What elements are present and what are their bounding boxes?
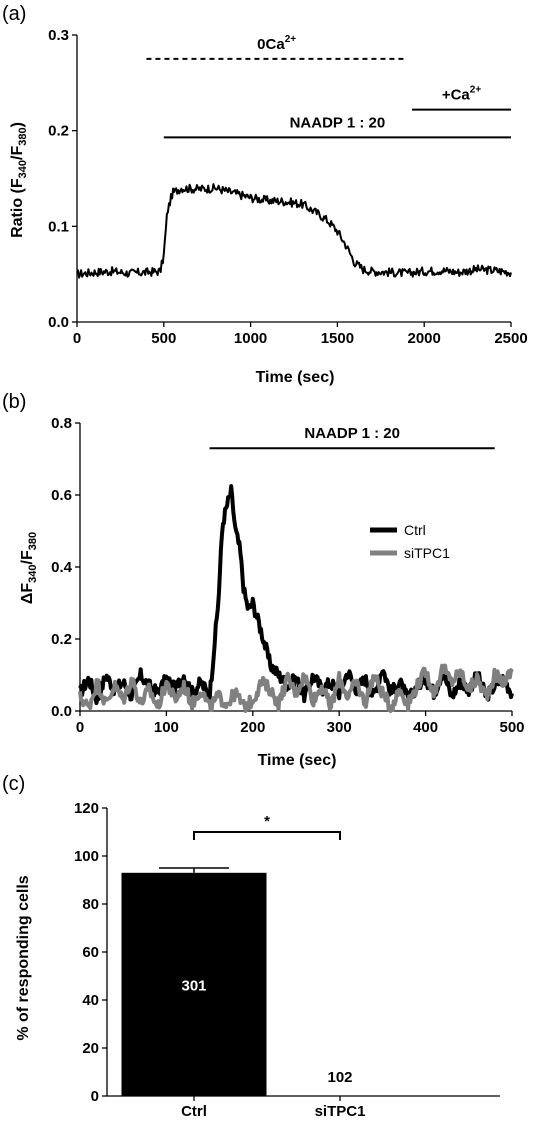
panel-a-y-tick-label: 0.0 <box>48 314 69 331</box>
bar-count-label-sitpc1: 102 <box>327 1069 352 1086</box>
panel-a-x-tick-label: 1500 <box>321 330 354 347</box>
panel-b-x-tick-label: 300 <box>327 719 352 736</box>
panel-a-x-tick-label: 0 <box>73 330 81 347</box>
panel-a-y-tick-label: 0.2 <box>48 123 69 140</box>
panel-b-y-tick-label: 0.0 <box>51 703 72 720</box>
panel-a-annotation-label: +Ca2+ <box>442 85 481 104</box>
panel-b-legend: Ctrl siTPC1 <box>370 522 450 561</box>
legend-label-ctrl: Ctrl <box>404 522 426 538</box>
panel-c-y-tick-label: 40 <box>82 992 99 1009</box>
panel-b-y-tick-label: 0.4 <box>51 559 73 576</box>
panel-c: (c) 0 20 40 60 80 100 120 Ctrl 301 siTPC1 102 * % o… <box>2 773 500 1120</box>
panel-c-x-tick-label: Ctrl <box>181 1103 207 1120</box>
panel-a-annotation-label: 0Ca2+ <box>257 34 296 53</box>
panel-b-x-tick-label: 100 <box>154 719 179 736</box>
panel-b-series-sitpc1 <box>78 663 514 713</box>
panel-c-y-tick-label: 120 <box>74 800 99 817</box>
panel-b-y-tick-label: 0.8 <box>51 415 72 432</box>
significance-bracket <box>193 831 341 840</box>
panel-c-plot-area: 0 20 40 60 80 100 120 Ctrl 301 siTPC1 102 * <box>74 800 500 1120</box>
panel-b-x-tick-label: 200 <box>240 719 265 736</box>
bar-ctrl <box>121 872 267 1096</box>
panel-c-y-tick-label: 80 <box>82 896 99 913</box>
panel-a-y-tick-label: 0.3 <box>48 27 69 44</box>
panel-b-label: (b) <box>2 391 26 413</box>
panel-c-y-tick-label: 0 <box>91 1088 99 1105</box>
panel-c-ylabel: % of responding cells <box>15 875 32 1040</box>
panel-b-x-tick-label: 0 <box>76 719 84 736</box>
panel-c-x-tick-label: siTPC1 <box>315 1103 366 1120</box>
panel-a-series-trace <box>76 183 512 279</box>
panel-a-ylabel: Ratio (F340/F380) <box>9 122 29 238</box>
panel-a-label: (a) <box>2 3 26 25</box>
panel-a-x-tick-label: 1000 <box>234 330 267 347</box>
panel-a: (a) 0.0 0.1 0.2 0.3 0 500 1000 1500 2000 2500 0Ca2… <box>2 3 528 386</box>
panel-b-x-tick-label: 500 <box>499 719 524 736</box>
panel-b-x-tick-label: 400 <box>413 719 438 736</box>
panel-b-annotation-label: NAADP 1 : 20 <box>304 425 400 442</box>
panel-c-y-tick-label: 60 <box>82 944 99 961</box>
panel-b-y-tick-label: 0.2 <box>51 631 72 648</box>
panel-a-x-tick-label: 500 <box>151 330 176 347</box>
panel-a-x-tick-label: 2000 <box>408 330 441 347</box>
panel-b-y-tick-label: 0.6 <box>51 487 72 504</box>
panel-b-xlabel: Time (sec) <box>258 752 337 769</box>
legend-label-sitpc1: siTPC1 <box>404 545 450 561</box>
significance-star: * <box>264 813 270 830</box>
panel-c-y-tick-label: 20 <box>82 1040 99 1057</box>
panel-a-xlabel: Time (sec) <box>256 369 335 386</box>
bar-count-label-ctrl: 301 <box>181 977 206 994</box>
panel-a-x-tick-label: 2500 <box>494 330 527 347</box>
panel-b-ylabel: ΔF340/F380 <box>19 532 39 604</box>
panel-c-label: (c) <box>2 773 25 795</box>
panel-b: (b) 0.0 0.2 0.4 0.6 0.8 0 100 200 300 400 500 NAADP… <box>2 391 525 769</box>
panel-b-plot-area: 0.0 0.2 0.4 0.6 0.8 0 100 200 300 400 500 NAADP 1 :… <box>51 415 524 736</box>
panel-a-annotation-label: NAADP 1 : 20 <box>290 114 386 131</box>
panel-a-plot-area: 0.0 0.1 0.2 0.3 0 500 1000 1500 2000 2500 0Ca2+ +Ca… <box>48 27 528 347</box>
panel-c-y-tick-label: 100 <box>74 848 99 865</box>
panel-a-y-tick-label: 0.1 <box>48 218 69 235</box>
